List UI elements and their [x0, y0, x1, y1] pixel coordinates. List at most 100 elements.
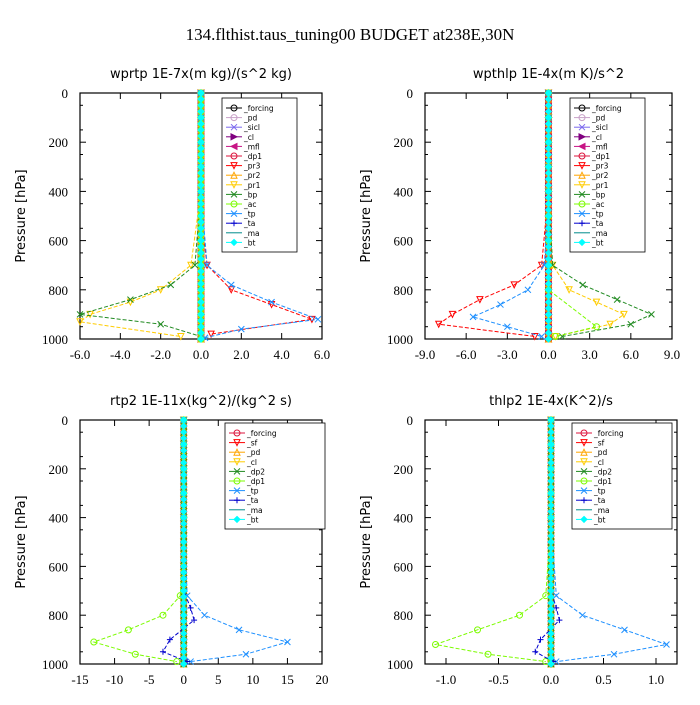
panel-title: wpthlp 1E-4x(m K)/s^2: [473, 67, 624, 82]
data-point: [621, 626, 628, 634]
y-tick-label: 0: [62, 413, 69, 428]
data-point: [469, 313, 477, 321]
data-point: [207, 330, 215, 339]
data-point: [314, 315, 322, 323]
data-point: [541, 261, 548, 269]
chart-panel-3: rtp2 1E-11x(kg^2)/(kg^2 s) Pressure [hPa]…: [14, 394, 329, 687]
panel-title: wprtp 1E-7x(m kg)/(s^2 kg): [110, 67, 292, 82]
series-bp: [76, 89, 205, 340]
y-tick-label: 0: [407, 413, 414, 428]
legend-label: _bt: [591, 238, 604, 247]
x-tick-label: -1.0: [436, 672, 457, 687]
legend-marker: [578, 152, 586, 160]
legend-label: _ma: [591, 229, 608, 238]
panel-title: thlp2 1E-4x(K^2)/s: [489, 394, 613, 409]
data-point: [613, 296, 621, 303]
legend-marker: [580, 429, 588, 437]
data-point: [556, 617, 563, 624]
data-point: [237, 325, 245, 333]
legend-marker: [230, 162, 238, 170]
data-point: [648, 311, 655, 318]
x-tick-label: -15: [71, 672, 88, 687]
data-point: [191, 261, 199, 269]
legend-label: _sf: [593, 439, 605, 448]
data-point: [227, 286, 236, 294]
chart-panel-4: thlp2 1E-4x(K^2)/s Pressure [hPa] 0 200 400 6…: [359, 394, 678, 687]
x-tick-label: -10: [106, 672, 123, 687]
y-tick-label: 600: [394, 234, 414, 249]
data-point: [157, 320, 165, 328]
series-line: [471, 93, 549, 337]
y-axis-label: Pressure [hPa]: [359, 495, 374, 588]
series-pr3: [434, 89, 553, 341]
data-point: [284, 638, 291, 646]
data-point: [448, 310, 457, 319]
x-tick-label: 0: [180, 672, 187, 687]
data-point: [156, 286, 165, 294]
data-point: [663, 641, 670, 648]
legend-marker: [578, 210, 586, 217]
y-tick-label: 200: [394, 462, 414, 477]
y-tick-label: 800: [49, 283, 69, 298]
legend-marker: [233, 487, 241, 494]
legend-marker: [580, 468, 588, 475]
legend: _forcing_sf_pd_cl_dp2_dp1_tp_ta_ma_bt: [571, 422, 673, 530]
x-tick-label: 5: [215, 672, 222, 687]
legend-marker: [233, 458, 241, 466]
data-point: [537, 636, 544, 643]
x-tick-label: 6.0: [314, 347, 330, 362]
figure-title: 134.flthist.taus_tuning00 BUDGET at238E,…: [186, 25, 515, 44]
data-point: [235, 626, 243, 634]
x-tick-label: 15: [281, 672, 294, 687]
x-tick-label: 4.0: [274, 347, 290, 362]
legend-label: _pr1: [591, 181, 609, 190]
x-tick-label: 2.0: [233, 347, 249, 362]
data-point: [180, 660, 188, 668]
data-point: [542, 658, 550, 666]
series-bt: [197, 89, 205, 343]
legend-label: _pr2: [591, 171, 609, 180]
data-point: [187, 604, 194, 611]
x-tick-label: 10: [246, 672, 259, 687]
data-point: [551, 333, 559, 341]
y-tick-label: 400: [394, 184, 414, 199]
data-point: [432, 640, 439, 648]
legend-marker: [230, 200, 238, 208]
legend-label: _cl: [243, 133, 254, 142]
x-tick-label: -4.0: [110, 347, 131, 362]
legend-marker: [230, 114, 238, 122]
series-bt: [180, 416, 188, 668]
legend-label: _mfl: [243, 142, 260, 151]
legend-box: [571, 422, 673, 530]
legend-marker: [578, 171, 586, 179]
legend-label: _cl: [591, 133, 602, 142]
legend-label: _ma: [593, 506, 610, 515]
data-point: [203, 261, 211, 269]
series-line: [78, 93, 202, 337]
x-tick-label: 0.0: [540, 347, 556, 362]
legend-marker: [578, 123, 586, 131]
legend-label: _pd: [593, 448, 608, 457]
y-axis-label: Pressure [hPa]: [14, 169, 29, 262]
series-line: [534, 420, 560, 663]
x-tick-label: 0.0: [193, 347, 209, 362]
legend-marker: [231, 220, 237, 227]
legend-marker: [233, 477, 241, 485]
plot-frame: [79, 419, 323, 665]
panel-title: rtp2 1E-11x(kg^2)/(kg^2 s): [110, 394, 292, 409]
legend-label: _dp2: [593, 467, 612, 476]
data-point: [76, 311, 84, 318]
legend-label: _dp2: [246, 467, 265, 476]
data-point: [127, 296, 134, 303]
legend-marker: [578, 200, 586, 208]
legend-marker: [233, 429, 241, 437]
legend-label: _dp1: [243, 152, 262, 161]
data-point: [484, 650, 492, 658]
x-tick-label: 1.0: [648, 672, 664, 687]
data-point: [434, 320, 443, 329]
legend-marker: [230, 132, 239, 141]
legend-label: _dp1: [591, 152, 610, 161]
x-tick-label: -9.0: [415, 347, 436, 362]
y-tick-label: 0: [62, 86, 69, 101]
series-dp1: [90, 416, 188, 666]
